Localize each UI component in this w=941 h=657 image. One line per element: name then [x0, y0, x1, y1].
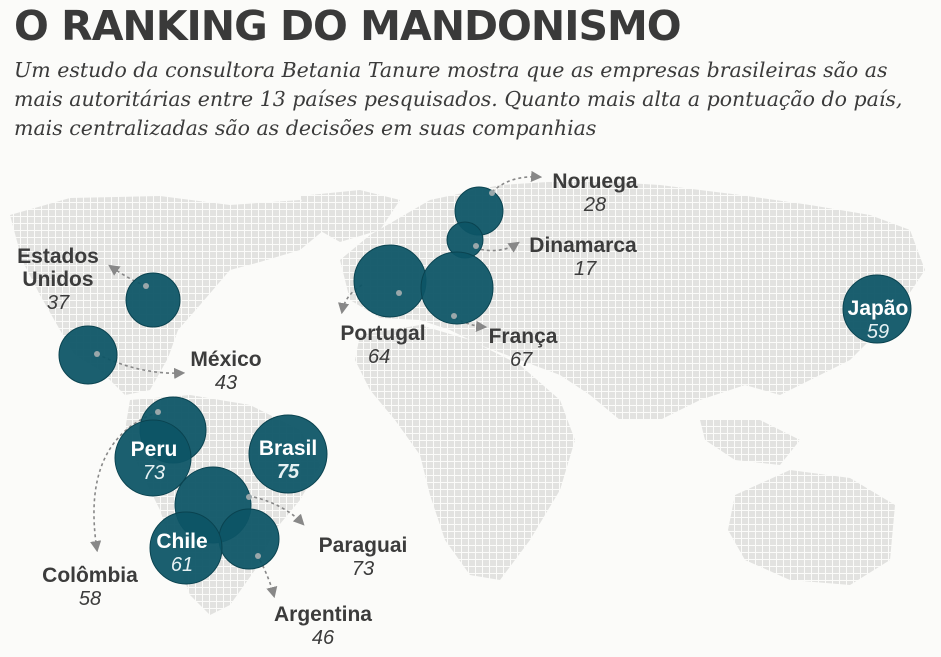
country-name: Colômbia [42, 564, 138, 587]
dot-paraguai [246, 494, 252, 500]
country-score: 64 [368, 346, 391, 368]
country-name: França [488, 325, 558, 348]
country-score: 61 [170, 554, 194, 576]
label-chile: Chile 61 [142, 530, 222, 577]
dot-noruega [489, 190, 495, 196]
dot-portugal [396, 290, 402, 296]
country-score: 46 [311, 627, 335, 649]
country-name: México [190, 348, 262, 371]
country-score: 37 [46, 292, 70, 314]
country-name: Brasil [258, 437, 318, 460]
country-name: Paraguai [318, 534, 408, 557]
bubble-brasil[interactable] [248, 414, 328, 494]
country-name: Peru [130, 438, 178, 461]
country-score: 58 [78, 588, 102, 610]
country-score: 73 [351, 558, 375, 580]
country-score: 59 [866, 321, 890, 343]
leader-colombia [90, 411, 159, 553]
country-name: Dinamarca [529, 234, 637, 257]
country-name: Portugal [340, 322, 426, 345]
label-noruega: Noruega 28 [540, 170, 650, 217]
country-score: 67 [510, 349, 533, 371]
bubble-portugal[interactable] [353, 244, 427, 318]
country-score: 28 [583, 194, 607, 216]
australia-shape [728, 470, 895, 585]
label-peru: Peru 73 [114, 438, 194, 485]
leader-mexico [96, 353, 186, 380]
country-score: 73 [142, 462, 166, 484]
page-subtitle: Um estudo da consultora Betania Tanure m… [14, 58, 903, 140]
dot-dinamarca [473, 243, 479, 249]
label-brasil: Brasil 75 [243, 437, 333, 484]
dot-argentina [255, 553, 261, 559]
label-portugal: Portugal 64 [328, 322, 438, 369]
label-dinamarca: Dinamarca 17 [518, 234, 648, 281]
bubble-estados-unidos[interactable] [125, 272, 181, 328]
country-name: Argentina [273, 603, 372, 626]
greenland-shape [300, 190, 400, 242]
label-argentina: Argentina 46 [258, 603, 388, 650]
dot-mexico [94, 351, 100, 357]
country-name: Japão [847, 297, 909, 320]
eurasia-shape [340, 180, 925, 420]
label-estados-unidos: Estados Unidos 37 [8, 245, 108, 315]
label-franca: França 67 [476, 325, 570, 372]
label-colombia: Colômbia 58 [30, 564, 150, 611]
label-mexico: México 43 [176, 348, 276, 395]
label-japao: Japão 59 [838, 297, 918, 344]
country-name: Chile [156, 530, 208, 553]
dot-colombia [155, 409, 161, 415]
page-title: O RANKING DO MANDONISMO [14, 2, 682, 50]
country-name: Noruega [552, 170, 638, 193]
country-score: 75 [276, 461, 300, 483]
bubble-franca[interactable] [420, 251, 494, 325]
country-name: Estados Unidos [17, 245, 99, 291]
southeast-asia-shape [700, 420, 800, 465]
leader-estados-unidos [108, 264, 147, 287]
bubble-chile[interactable] [149, 511, 223, 585]
bubble-mexico[interactable] [58, 325, 118, 385]
leader-portugal [338, 284, 363, 315]
country-score: 43 [214, 372, 238, 394]
africa-shape [355, 325, 575, 580]
bubbles [58, 186, 912, 585]
country-score: 17 [574, 258, 597, 280]
bubble-peru[interactable] [114, 419, 192, 497]
bubble-argentina[interactable] [218, 508, 280, 570]
bubble-japao[interactable] [842, 274, 912, 344]
dot-franca [451, 313, 457, 319]
leader-noruega [491, 170, 543, 193]
origin-dots [94, 190, 495, 559]
label-paraguai: Paraguai 73 [308, 534, 418, 581]
dot-estados-unidos [143, 283, 149, 289]
leader-argentina [259, 559, 278, 599]
